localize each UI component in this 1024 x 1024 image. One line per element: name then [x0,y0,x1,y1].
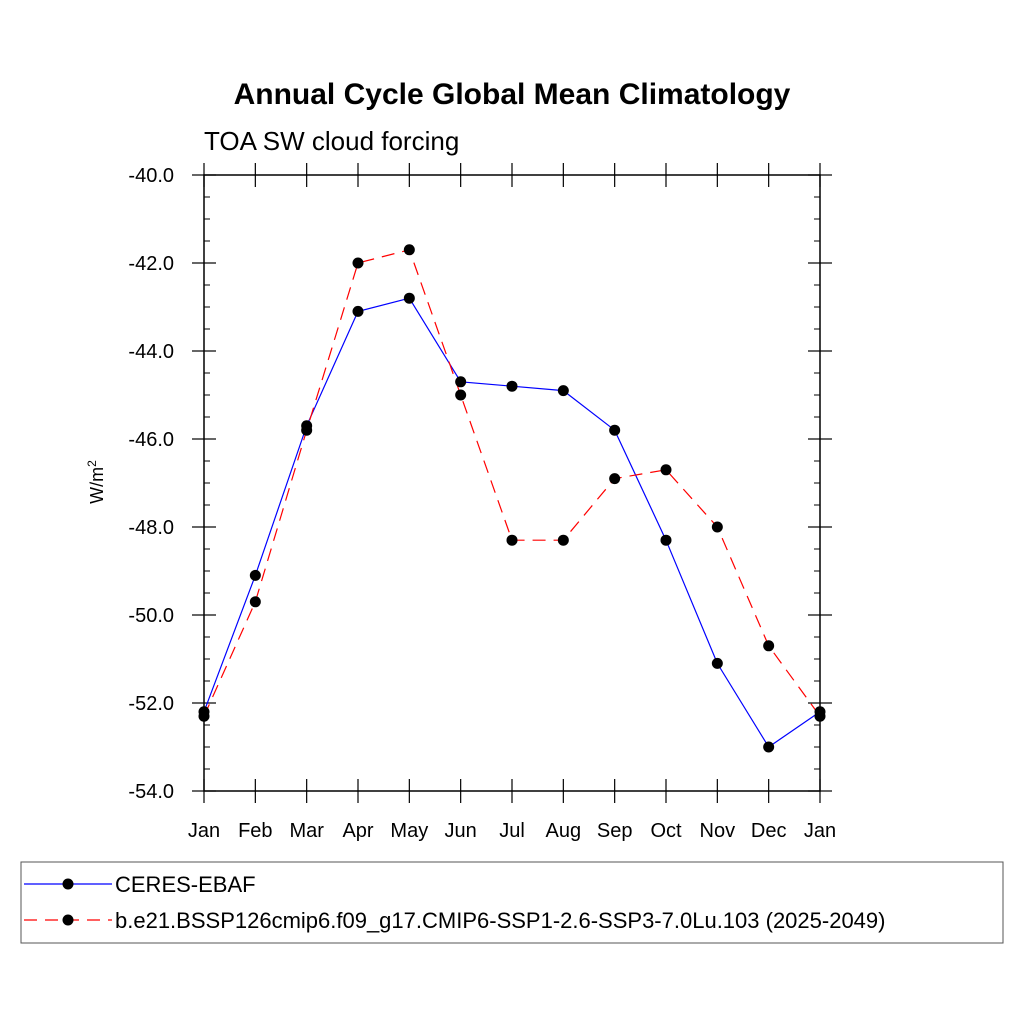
series-1-point [763,640,775,652]
series-1-point [609,473,621,485]
series-line-1 [203,249,821,717]
x-tick-label: Jan [804,820,836,842]
x-tick-label: Sep [597,820,633,842]
y-tick-label: -44.0 [128,341,174,363]
series-1-point [711,521,723,533]
series-0-point [557,385,569,397]
series-1-point [814,710,826,722]
series-1-point [455,389,467,401]
series-1-point [506,534,518,546]
chart-subtitle: TOA SW cloud forcing [204,126,459,156]
series-layer [198,244,826,753]
series-1-point [249,596,261,608]
legend-marker-0 [62,878,74,890]
axis-tick-labels: Jan Feb Mar Apr May Jun Jul Aug Sep Oct Nov Dec Jan-… [128,165,836,842]
y-tick-label: -48.0 [128,517,174,539]
y-tick-label: -54.0 [128,781,174,803]
series-1-point [660,464,672,476]
axis-ticks [192,163,832,803]
series-0-point [403,292,415,304]
series-1-point [557,534,569,546]
x-tick-label: Dec [751,820,787,842]
series-1-point [301,424,313,436]
x-tick-label: Aug [546,820,582,842]
x-tick-label: Jan [188,820,220,842]
x-tick-label: Jun [445,820,477,842]
x-tick-label: Apr [342,820,373,842]
series-1-point [198,710,210,722]
chart-title: Annual Cycle Global Mean Climatology [234,78,791,111]
y-tick-label: -40.0 [128,165,174,187]
y-tick-label: -46.0 [128,429,174,451]
series-0-point [660,534,672,546]
series-0-point [249,569,261,581]
legend: CERES-EBAF b.e21.BSSP126cmip6.f09_g17.CMI… [24,872,885,933]
legend-marker-1 [62,914,74,926]
series-1-point [403,244,415,256]
series-0-point [711,657,723,669]
series-0-point [506,380,518,392]
x-tick-label: Oct [650,820,682,842]
y-tick-label: -50.0 [128,605,174,627]
x-tick-label: Feb [238,820,272,842]
y-axis-label: W/m2 [85,460,107,504]
series-line-0 [203,297,821,748]
series-0-point [609,424,621,436]
series-0-point [763,741,775,753]
series-0-point [352,305,364,317]
legend-label-1: b.e21.BSSP126cmip6.f09_g17.CMIP6-SSP1-2.… [115,908,885,933]
x-tick-label: Jul [499,820,525,842]
plot-frame [203,174,821,792]
x-tick-label: May [390,820,428,842]
x-tick-label: Mar [289,820,324,842]
y-tick-label: -42.0 [128,253,174,275]
y-axis-label-superscript: 2 [85,460,99,467]
series-0-point [455,376,467,388]
y-axis-label-text: W/m [87,467,107,504]
y-tick-label: -52.0 [128,693,174,715]
legend-box [20,861,1004,944]
x-tick-label: Nov [700,820,736,842]
series-1-point [352,257,364,269]
legend-label-0: CERES-EBAF [115,872,256,897]
